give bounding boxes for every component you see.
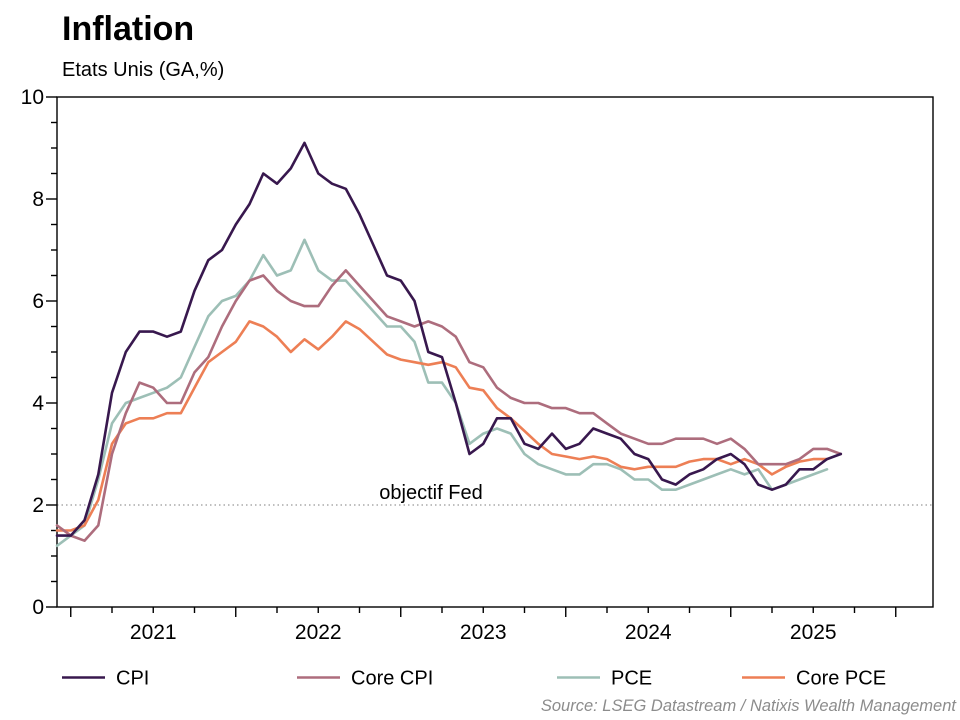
x-year-label: 2025 [790,621,837,644]
source-note: Source: LSEG Datastream / Natixis Wealth… [541,697,958,715]
core_pce-line [55,320,829,532]
legend-item-core_pce: Core PCE [742,668,886,690]
y-axis-label: 8 [32,188,44,211]
x-year-label: 2021 [130,621,177,644]
legend-item-pce: PCE [557,668,652,690]
pce-line [55,238,829,548]
plot-frame [56,96,934,608]
x-year-label: 2024 [625,621,672,644]
legend-label-cpi: CPI [116,668,149,690]
x-year-label: 2022 [295,621,342,644]
y-axis-label: 10 [21,86,44,109]
cpi-line [55,141,843,537]
y-axis-label: 6 [32,290,44,313]
legend-label-core_cpi: Core CPI [351,668,433,690]
legend-label-pce: PCE [611,668,652,690]
chart-title: Inflation [62,10,194,48]
legend: CPI Core CPI PCE Core PCE [62,668,886,690]
series-lines [55,141,843,548]
chart-subtitle: Etats Unis (GA,%) [62,59,224,81]
legend-item-core_cpi: Core CPI [297,668,433,690]
x-year-label: 2023 [460,621,507,644]
y-axis-label: 0 [32,596,44,619]
core_cpi-line [55,269,843,543]
legend-label-core_pce: Core PCE [796,668,886,690]
legend-item-cpi: CPI [62,668,149,690]
y-axis-label: 4 [32,392,44,415]
y-axis-label: 2 [32,494,44,517]
fed-target-label: objectif Fed [379,482,482,504]
axes: 0 2 4 6 8 10 2021 2022 2023 2024 2025 [21,86,933,644]
